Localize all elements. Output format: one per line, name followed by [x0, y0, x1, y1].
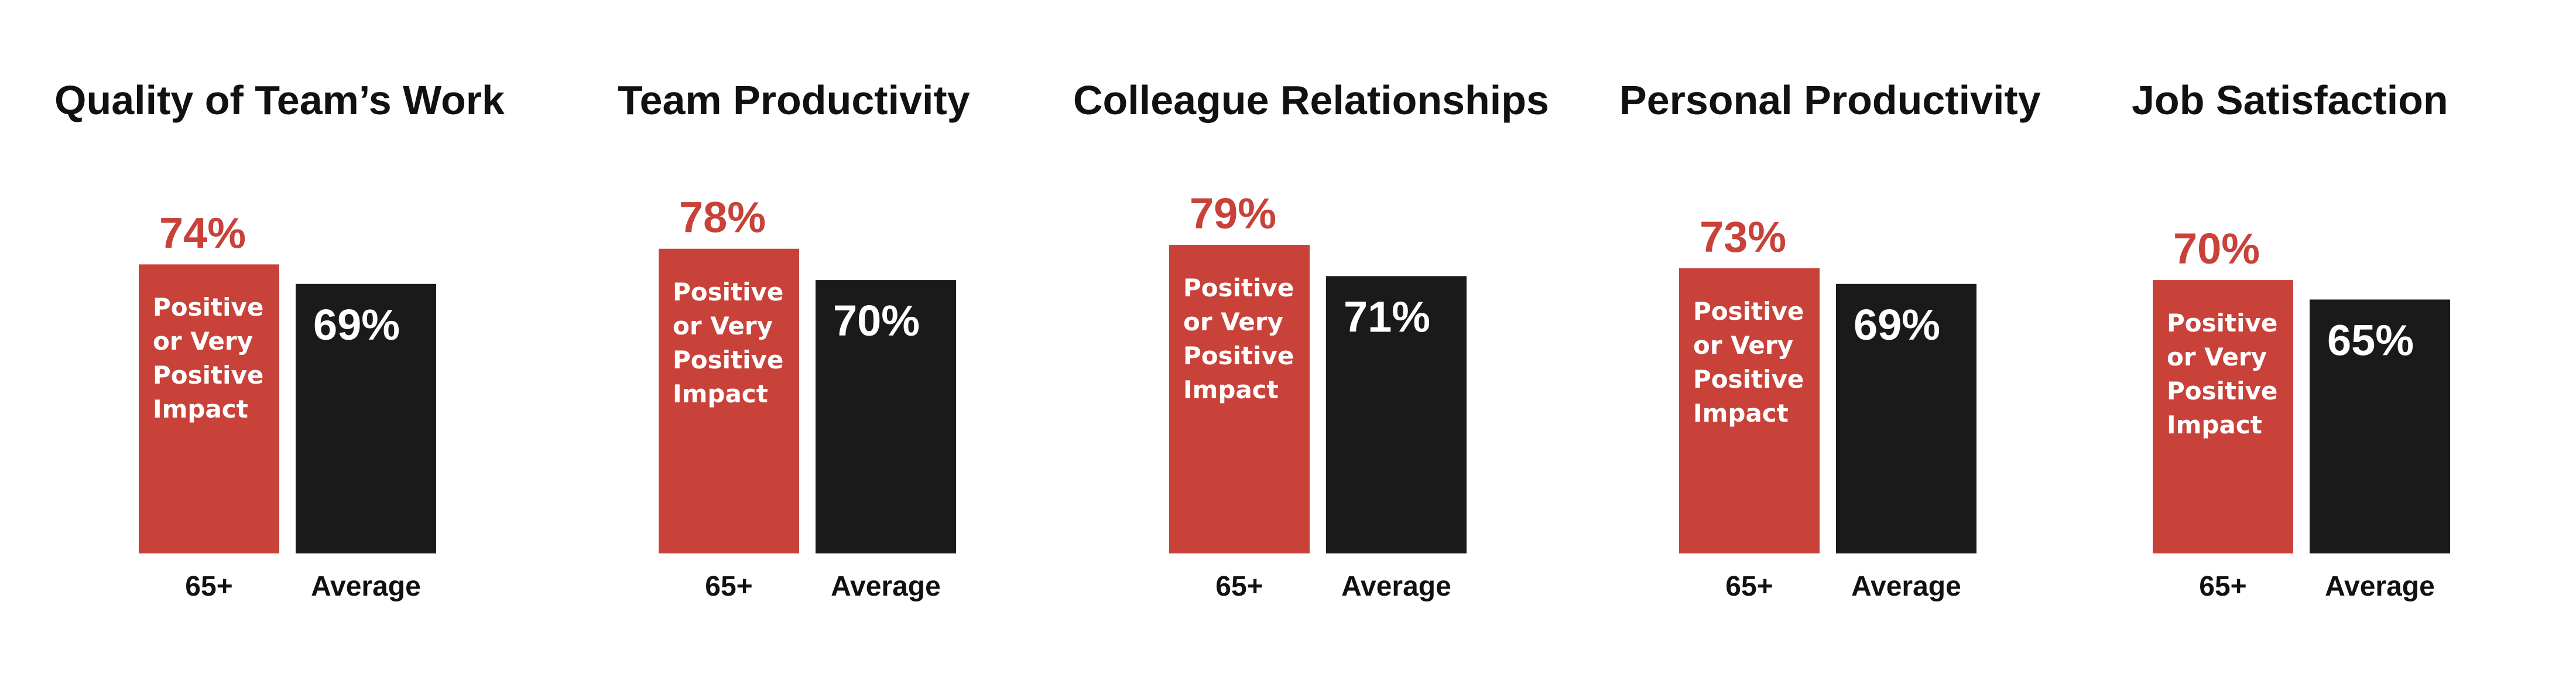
value-label: 73%	[1700, 213, 1786, 261]
annotation: Positive or Very Positive Impact	[1183, 274, 1294, 405]
category-label: Average	[311, 571, 421, 602]
chart: Colleague Relationships 65+ 79% Positive or…	[1073, 77, 1549, 602]
category-label: 65+	[185, 571, 232, 602]
bar	[2153, 280, 2293, 553]
value-label: 65%	[2327, 316, 2414, 364]
bar	[139, 264, 279, 553]
chart-title: Personal Productivity	[1619, 77, 2041, 123]
annotation: Positive or Very Positive Impact	[153, 293, 264, 424]
category-label: Average	[831, 571, 941, 602]
chart: Team Productivity 65+ 78% Positive or Very …	[618, 77, 970, 602]
value-label: 71%	[1344, 292, 1430, 341]
value-label: 69%	[313, 300, 400, 349]
annotation: Positive or Very Positive Impact	[1693, 297, 1804, 428]
bar	[1836, 283, 1976, 553]
category-label: Average	[2325, 571, 2435, 602]
category-label: Average	[1341, 571, 1451, 602]
value-label: 79%	[1190, 189, 1276, 238]
annotation: Positive or Very Positive Impact	[2167, 309, 2278, 440]
category-label: 65+	[1725, 571, 1773, 602]
chart-title: Team Productivity	[618, 77, 970, 123]
chart-title: Quality of Team’s Work	[54, 77, 505, 123]
value-label: 70%	[833, 296, 920, 345]
annotation-box: Positive or Very Positive Impact	[673, 277, 784, 408]
value-label: 78%	[679, 193, 766, 242]
category-label: 65+	[1215, 571, 1263, 602]
category-label: 65+	[705, 571, 752, 602]
annotation-box: Positive or Very Positive Impact	[1183, 274, 1294, 405]
bar	[296, 283, 436, 553]
chart: Job Satisfaction 65+ 70% Positive or Very P…	[2132, 77, 2450, 602]
category-label: Average	[1851, 571, 1961, 602]
value-label: 74%	[159, 208, 246, 257]
chart-title: Colleague Relationships	[1073, 77, 1549, 123]
bar	[659, 248, 799, 553]
annotation-box: Positive or Very Positive Impact	[2167, 309, 2278, 440]
chart: Quality of Team’s Work 65+ 74% Positive or …	[54, 77, 505, 602]
bar	[2310, 299, 2450, 553]
bar	[1326, 276, 1467, 553]
bar	[1169, 245, 1310, 553]
chart-title: Job Satisfaction	[2132, 77, 2448, 123]
bar	[1679, 268, 1820, 553]
value-label: 69%	[1854, 300, 1940, 349]
category-label: 65+	[2199, 571, 2246, 602]
chart: Personal Productivity 65+ 73% Positive or V…	[1619, 77, 2041, 602]
annotation: Positive or Very Positive Impact	[673, 277, 784, 408]
annotation-box: Positive or Very Positive Impact	[1693, 297, 1804, 428]
value-label: 70%	[2173, 224, 2260, 273]
annotation-box: Positive or Very Positive Impact	[153, 293, 264, 424]
bar	[816, 280, 956, 553]
